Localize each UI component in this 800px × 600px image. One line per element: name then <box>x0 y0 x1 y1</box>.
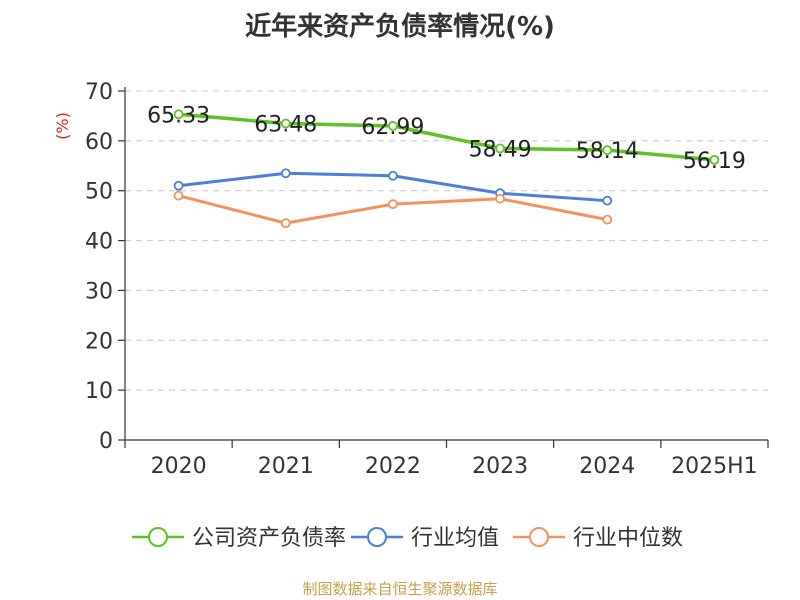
legend-label: 行业均值 <box>411 526 499 551</box>
y-tick-label: 40 <box>85 230 113 255</box>
data-point <box>388 170 398 181</box>
x-tick-label: 2023 <box>472 454 528 479</box>
legend-label: 公司资产负债率 <box>192 526 346 551</box>
data-point <box>173 180 184 191</box>
y-tick-label: 60 <box>85 130 113 155</box>
chart-title: 近年来资产负债率情况(%) <box>245 12 555 42</box>
legend-item: 行业中位数 <box>513 526 683 551</box>
x-tick-label: 2021 <box>258 454 314 479</box>
y-tick-label: 30 <box>85 279 113 304</box>
data-point <box>173 190 184 201</box>
series-line-0 <box>178 112 715 162</box>
data-point <box>602 195 613 206</box>
series-lines <box>173 109 720 229</box>
legend-label: 行业中位数 <box>573 526 683 551</box>
legend-marker <box>367 527 387 547</box>
data-point <box>388 199 398 210</box>
y-tick-label: 70 <box>85 80 113 105</box>
data-label: 58.14 <box>576 139 639 164</box>
legend-item: 行业均值 <box>351 526 499 551</box>
legend-marker <box>148 527 168 547</box>
data-point <box>280 118 291 129</box>
y-axis-label: (%) <box>53 112 72 140</box>
data-labels: 65.33 63.48 62.99 58.49 58.14 56.19 <box>147 103 746 174</box>
data-label: 62.99 <box>361 115 424 140</box>
y-tick-label: 50 <box>85 180 113 205</box>
data-point <box>709 154 720 165</box>
data-label: 56.19 <box>683 149 746 174</box>
data-label: 63.48 <box>254 113 317 138</box>
data-point <box>280 168 291 179</box>
data-point <box>602 214 613 225</box>
data-point <box>173 109 184 120</box>
x-tick-label: 2025H1 <box>671 454 758 479</box>
x-tick-label: 2020 <box>151 454 207 479</box>
data-point <box>495 193 505 204</box>
grid-lines <box>125 90 768 391</box>
y-tick-label: 10 <box>85 379 113 404</box>
axes: 0 10 20 30 40 50 60 70 (%) 2020 2021 2022 2023 2024 20… <box>53 80 769 479</box>
legend-item: 公司资产负债率 <box>132 526 346 551</box>
data-label: 65.33 <box>147 103 210 128</box>
data-point <box>602 145 613 156</box>
x-tick-label: 2022 <box>365 454 421 479</box>
y-tick-label: 0 <box>99 429 113 454</box>
x-tick-label: 2024 <box>579 454 635 479</box>
y-tick-label: 20 <box>85 329 113 354</box>
data-point <box>280 218 291 229</box>
data-point <box>495 143 505 154</box>
data-label: 58.49 <box>469 137 532 162</box>
legend-marker <box>529 527 549 547</box>
data-point <box>388 121 398 131</box>
source-note: 制图数据来自恒生聚源数据库 <box>302 580 498 598</box>
chart-canvas: 0 10 20 30 40 50 60 70 (%) 2020 2021 2022 2023 2024 20… <box>53 80 769 551</box>
legend: 公司资产负债率 行业均值 行业中位数 <box>132 526 683 551</box>
